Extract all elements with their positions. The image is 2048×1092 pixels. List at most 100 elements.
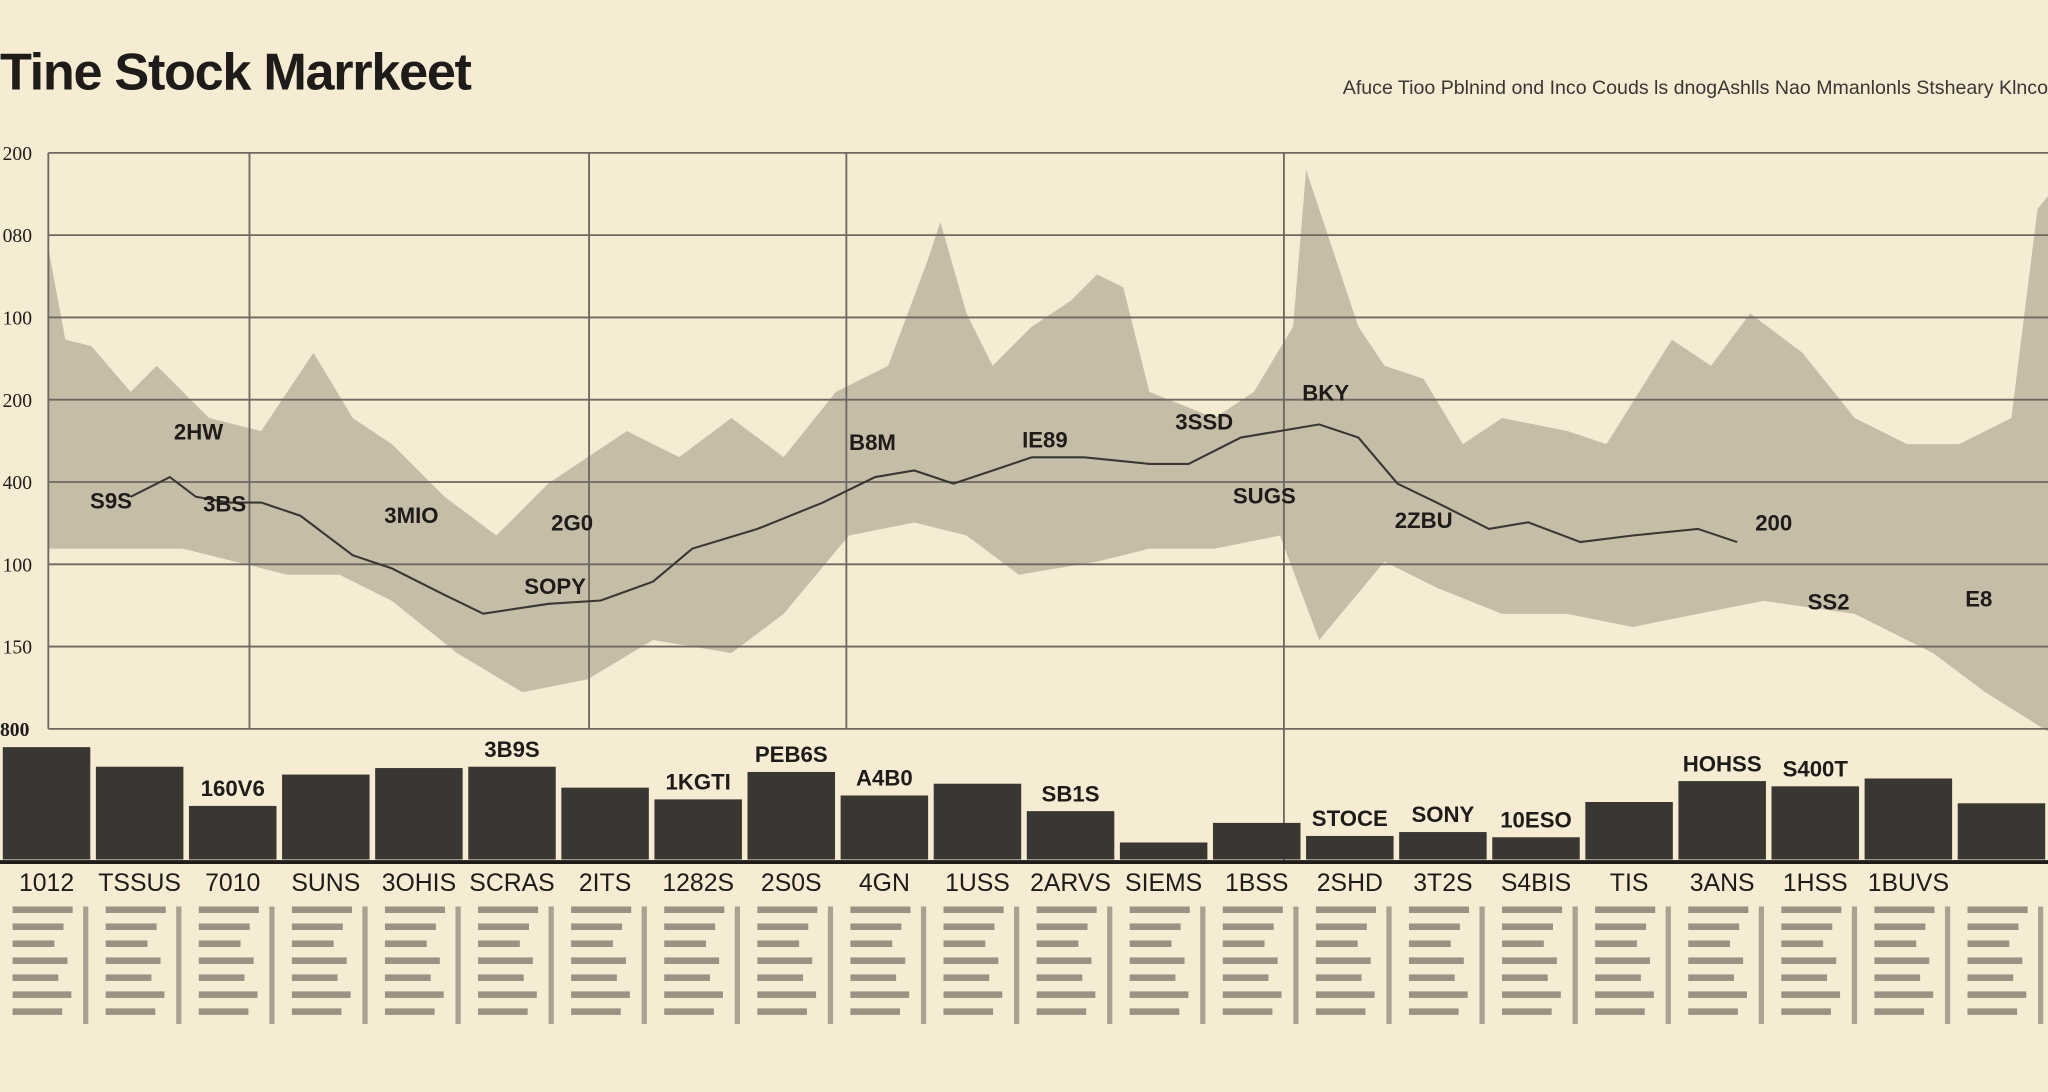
fine-print: [1129, 1008, 1180, 1015]
fine-print: [12, 974, 59, 981]
bar: [468, 766, 556, 860]
fine-print: [198, 940, 241, 947]
fine-print: [198, 923, 250, 930]
fine-print: [1222, 906, 1283, 914]
fine-print: [664, 957, 720, 964]
fine-print: [12, 991, 72, 998]
fine-print: [1315, 906, 1376, 914]
fine-print: [478, 906, 539, 914]
fine-print: [1222, 991, 1282, 998]
x-tick-label: 1BUVS: [1868, 870, 1949, 897]
bar: [282, 774, 370, 860]
fine-print: [384, 974, 431, 981]
x-tick-label: 2ARVS: [1030, 870, 1111, 897]
fine-print: [291, 957, 347, 964]
bar: [840, 795, 929, 860]
fine-print: [1315, 991, 1375, 998]
fine-print: [478, 940, 520, 947]
fine-print: [269, 906, 275, 1025]
fine-print: [1851, 906, 1858, 1025]
y-tick-label: 100: [3, 309, 33, 330]
y-tick-label: 800: [0, 720, 30, 741]
annotation: BKY: [1302, 381, 1349, 406]
bar-annotation: STOCE: [1312, 806, 1388, 831]
fine-print: [548, 906, 554, 1025]
fine-print: [1036, 923, 1088, 930]
fine-print: [1036, 991, 1096, 998]
fine-print: [757, 1008, 807, 1015]
fine-print: [1758, 906, 1764, 1025]
fine-print: [1036, 1008, 1087, 1015]
fine-print: [291, 991, 351, 998]
fine-print: [1200, 906, 1206, 1025]
fine-print: [1572, 906, 1578, 1025]
fine-print: [12, 1008, 63, 1015]
annotation: 2HW: [174, 419, 223, 444]
bar: [933, 783, 1022, 860]
fine-print: [291, 1008, 342, 1015]
x-tick-label: TSSUS: [98, 870, 181, 897]
annotation: 2G0: [551, 511, 593, 536]
fine-print: [1386, 906, 1392, 1025]
annotation: 3BS: [203, 492, 246, 517]
x-tick-label: 3ANS: [1690, 870, 1755, 897]
chart-title: Tine Stock Marrkeet: [0, 44, 472, 102]
fine-print: [943, 923, 995, 930]
fine-print: [850, 940, 893, 947]
fine-print: [291, 974, 338, 981]
fine-print: [1595, 1008, 1645, 1015]
fine-print: [1502, 940, 1544, 947]
bar: [1864, 778, 1953, 860]
x-tick-label: 1USS: [945, 870, 1010, 897]
x-tick-label: SCRAS: [469, 870, 554, 897]
fine-print: [1129, 906, 1190, 914]
fine-print: [105, 923, 157, 930]
annotation: SS2: [1808, 590, 1850, 615]
fine-print: [734, 906, 740, 1025]
fine-print: [384, 957, 440, 964]
fine-print: [850, 991, 910, 998]
fine-print: [1129, 957, 1185, 964]
fine-print: [1408, 1008, 1459, 1015]
bar: [747, 771, 836, 860]
fine-print: [1408, 940, 1451, 947]
y-tick-label: 200: [3, 391, 33, 412]
fine-print: [1315, 940, 1358, 947]
fine-print: [943, 1008, 994, 1015]
fine-print: [1408, 906, 1470, 914]
bar: [1212, 822, 1301, 860]
bar-annotation: HOHSS: [1683, 751, 1762, 776]
fine-print: [1129, 940, 1172, 947]
fine-print: [757, 923, 809, 930]
fine-print: [920, 906, 927, 1025]
x-tick-label: SUNS: [291, 870, 360, 897]
fine-print: [384, 940, 427, 947]
fine-print: [757, 974, 804, 981]
fine-print: [1781, 957, 1837, 964]
fine-print: [478, 923, 529, 930]
fine-print: [757, 906, 818, 914]
annotation: B8M: [849, 430, 896, 455]
fine-print: [1688, 974, 1734, 981]
fine-print: [664, 974, 710, 981]
fine-print: [1595, 923, 1647, 930]
x-tick-label: 2S0S: [761, 870, 822, 897]
fine-print: [1502, 906, 1563, 914]
fine-print: [105, 1008, 156, 1015]
fine-print: [1222, 940, 1265, 947]
y-tick-label: 200: [3, 144, 33, 165]
fine-print: [850, 974, 897, 981]
bar: [1306, 835, 1394, 860]
fine-print: [1129, 991, 1189, 998]
fine-print: [1944, 906, 1951, 1025]
fine-print: [850, 923, 902, 930]
fine-print: [571, 957, 626, 964]
fine-print: [850, 957, 906, 964]
fine-print: [1665, 906, 1671, 1025]
fine-print: [943, 991, 1003, 998]
line: [130, 423, 1738, 615]
bar: [95, 766, 184, 860]
bar: [1026, 811, 1115, 860]
bar: [1771, 786, 1860, 860]
